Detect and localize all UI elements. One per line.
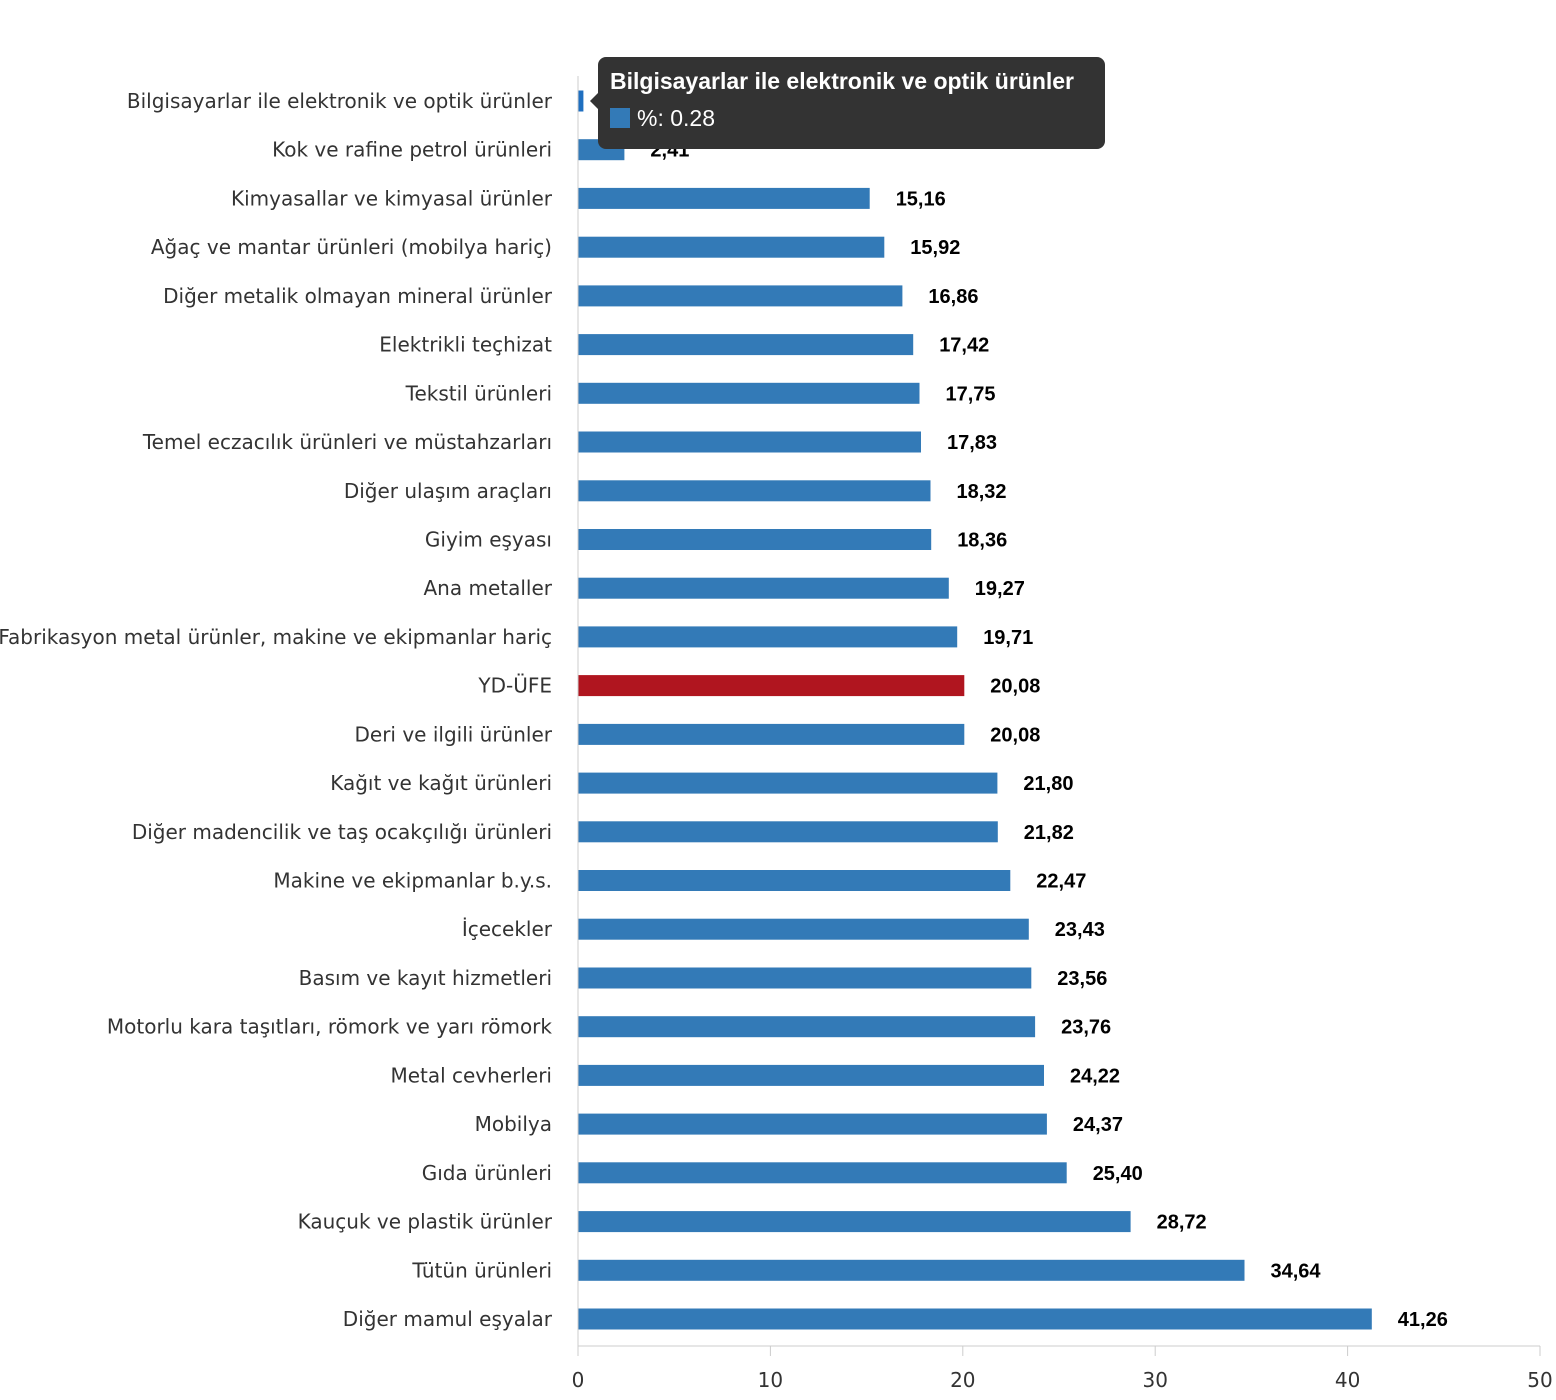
- category-label: Diğer ulaşım araçları: [344, 479, 552, 503]
- tooltip-series-value: %: 0.28: [637, 105, 715, 131]
- tooltip-series-swatch: [610, 108, 630, 128]
- category-label: Ana metaller: [424, 576, 553, 600]
- value-label: 16,86: [928, 286, 978, 308]
- bar-metal-cevherleri[interactable]: [578, 1064, 1044, 1086]
- bar-mobilya[interactable]: [578, 1113, 1047, 1135]
- value-label: 24,22: [1070, 1065, 1120, 1087]
- bar-gıda-ürünleri[interactable]: [578, 1162, 1067, 1184]
- x-tick-label: 30: [1142, 1368, 1167, 1392]
- category-label: Kauçuk ve plastik ürünler: [298, 1210, 553, 1234]
- bar-diğer-ulaşım-araçları[interactable]: [578, 480, 931, 502]
- x-tick-label: 10: [758, 1368, 783, 1392]
- category-label: Diğer metalik olmayan mineral ürünler: [163, 284, 553, 308]
- category-label: Giyim eşyası: [425, 528, 552, 552]
- value-labels-group: 0,282,4115,1615,9216,8617,4217,7517,8318…: [609, 91, 1447, 1331]
- category-label: Elektrikli teçhizat: [379, 333, 552, 357]
- category-label: İçecekler: [462, 917, 553, 941]
- category-label: Gıda ürünleri: [422, 1161, 552, 1185]
- bar-ağaç-ve-mantar-ürünleri-mobilya-hariç[interactable]: [578, 236, 885, 258]
- bar-ana-metaller[interactable]: [578, 577, 949, 599]
- category-labels-group: Bilgisayarlar ile elektronik ve optik ür…: [0, 89, 553, 1331]
- bar-tütün-ürünleri[interactable]: [578, 1259, 1245, 1281]
- bar-diğer-metalik-olmayan-mineral-ürünler[interactable]: [578, 285, 903, 307]
- category-label: Fabrikasyon metal ürünler, makine ve eki…: [0, 625, 552, 649]
- bar-tekstil-ürünleri[interactable]: [578, 382, 920, 404]
- value-label: 34,64: [1271, 1260, 1322, 1282]
- bar-temel-eczacılık-ürünleri-ve-müstahzarları[interactable]: [578, 431, 921, 453]
- bar-i-çecekler[interactable]: [578, 918, 1029, 940]
- value-label: 15,92: [910, 237, 960, 259]
- bar-giyim-eşyası[interactable]: [578, 529, 932, 550]
- value-label: 17,75: [946, 383, 996, 405]
- category-label: Kağıt ve kağıt ürünleri: [330, 771, 552, 795]
- value-label: 18,32: [957, 481, 1007, 503]
- bar-kağıt-ve-kağıt-ürünleri[interactable]: [578, 772, 998, 794]
- category-label: Temel eczacılık ürünleri ve müstahzarlar…: [142, 430, 552, 454]
- value-label: 17,83: [947, 432, 997, 454]
- value-label: 19,27: [975, 578, 1025, 600]
- value-label: 21,80: [1023, 773, 1073, 795]
- tooltip-series-row: %: 0.28: [610, 105, 1093, 131]
- category-label: Diğer mamul eşyalar: [343, 1307, 553, 1331]
- value-label: 23,56: [1057, 968, 1107, 990]
- bar-kauçuk-ve-plastik-ürünler[interactable]: [578, 1211, 1131, 1233]
- bar-diğer-mamul-eşyalar[interactable]: [578, 1308, 1372, 1330]
- value-label: 15,16: [896, 188, 946, 210]
- value-label: 22,47: [1036, 871, 1086, 893]
- bar-bilgisayarlar-ile-elektronik-ve-optik-ürünler[interactable]: [578, 90, 584, 112]
- value-label: 23,43: [1055, 919, 1105, 941]
- category-label: Basım ve kayıt hizmetleri: [299, 966, 552, 990]
- value-label: 19,71: [983, 627, 1033, 649]
- value-label: 20,08: [990, 676, 1040, 698]
- value-label: 25,40: [1093, 1163, 1143, 1185]
- x-tick-label: 50: [1527, 1368, 1552, 1392]
- bar-diğer-madencilik-ve-taş-ocakçılığı-ürünleri[interactable]: [578, 821, 998, 843]
- category-label: Motorlu kara taşıtları, römork ve yarı r…: [107, 1015, 553, 1039]
- category-label: Tekstil ürünleri: [405, 381, 552, 405]
- category-label: Deri ve ilgili ürünler: [354, 722, 552, 746]
- bar-basım-ve-kayıt-hizmetleri[interactable]: [578, 967, 1032, 989]
- bars-group: [578, 90, 1372, 1330]
- category-label: Makine ve ekipmanlar b.y.s.: [273, 869, 552, 893]
- value-label: 24,37: [1073, 1114, 1123, 1136]
- category-label: Bilgisayarlar ile elektronik ve optik ür…: [127, 89, 553, 113]
- bar-fabrikasyon-metal-ürünler-makine-ve-ekipmanlar-hariç[interactable]: [578, 626, 958, 648]
- category-label: Diğer madencilik ve taş ocakçılığı ürünl…: [132, 820, 552, 844]
- bar-deri-ve-ilgili-ürünler[interactable]: [578, 723, 965, 745]
- value-label: 41,26: [1398, 1309, 1448, 1331]
- x-tick-label: 0: [572, 1368, 585, 1392]
- value-label: 28,72: [1157, 1212, 1207, 1234]
- chart-tooltip: Bilgisayarlar ile elektronik ve optik ür…: [590, 57, 1105, 149]
- category-label: YD-ÜFE: [477, 674, 552, 698]
- x-tick-label: 40: [1335, 1368, 1360, 1392]
- bar-makine-ve-ekipmanlar-b-y-s[interactable]: [578, 870, 1011, 891]
- x-axis-ticks-group: 0 10 20 30 40 50: [572, 1346, 1553, 1392]
- category-label: Ağaç ve mantar ürünleri (mobilya hariç): [151, 235, 552, 259]
- value-label: 18,36: [957, 530, 1007, 552]
- value-label: 17,42: [939, 335, 989, 357]
- tooltip-title: Bilgisayarlar ile elektronik ve optik ür…: [610, 68, 1075, 94]
- value-label: 21,82: [1024, 822, 1074, 844]
- category-label: Kok ve rafine petrol ürünleri: [272, 138, 552, 162]
- category-label: Metal cevherleri: [390, 1063, 552, 1087]
- x-tick-label: 20: [950, 1368, 975, 1392]
- value-label: 20,08: [990, 724, 1040, 746]
- category-label: Tütün ürünleri: [411, 1258, 552, 1282]
- category-label: Mobilya: [475, 1112, 552, 1136]
- category-label: Kimyasallar ve kimyasal ürünler: [231, 186, 553, 210]
- value-label: 23,76: [1061, 1017, 1111, 1039]
- bar-kimyasallar-ve-kimyasal-ürünler[interactable]: [578, 187, 870, 209]
- bar-elektrikli-teçhizat[interactable]: [578, 334, 914, 356]
- bar-yd-üfe[interactable]: [578, 675, 965, 697]
- bar-motorlu-kara-taşıtları-römork-ve-yarı-römork[interactable]: [578, 1016, 1036, 1038]
